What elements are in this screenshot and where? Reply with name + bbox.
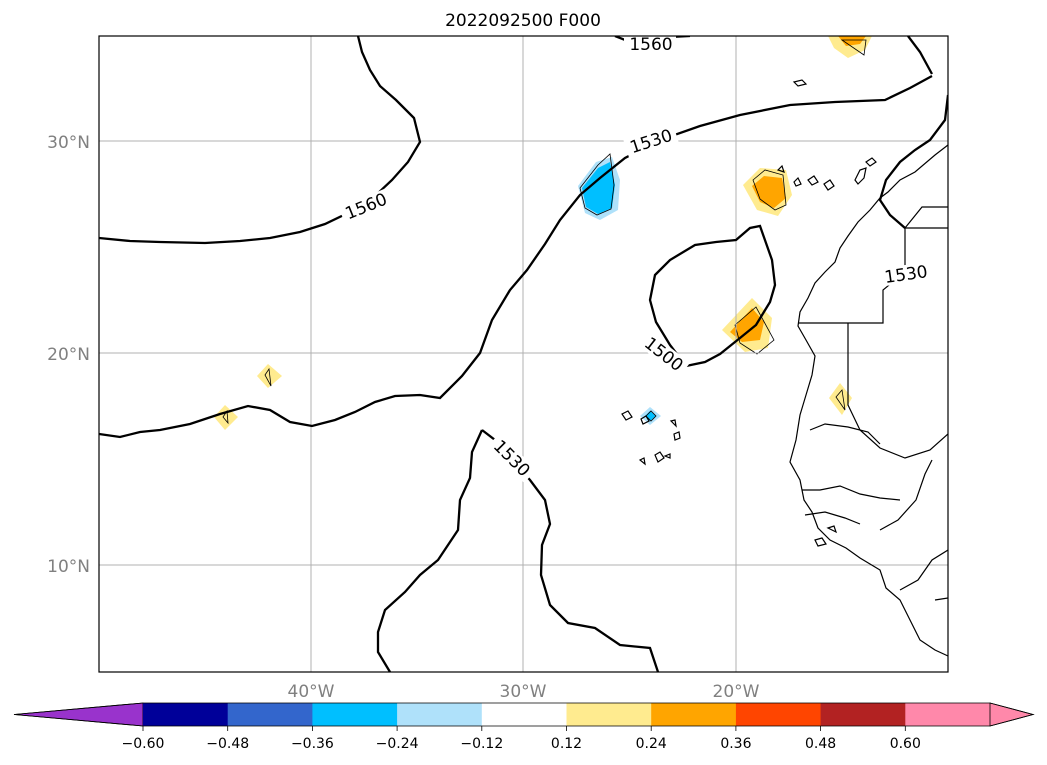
- colorbar-tick-label: −0.60: [122, 736, 165, 752]
- colorbar-tick-label: −0.24: [376, 736, 419, 752]
- colorbar-tick-label: 0.60: [890, 736, 921, 752]
- colorbar-tick-label: −0.36: [291, 736, 334, 752]
- colorbar-extend-high: [989, 702, 1035, 727]
- colorbar-segment: [312, 703, 398, 726]
- map-frame: [98, 35, 949, 673]
- colorbar-segment: [735, 703, 822, 726]
- lat-label-20n: 20°N: [47, 345, 90, 365]
- colorbar-segment: [820, 703, 906, 726]
- colorbar-segment: [397, 703, 483, 726]
- colorbar-segment: [566, 703, 652, 726]
- lat-label-10n: 10°N: [47, 557, 90, 577]
- colorbar-segment: [651, 703, 737, 726]
- lon-label-30w: 30°W: [500, 682, 547, 702]
- colorbar-extend-low: [13, 702, 144, 727]
- svg-text:1560: 1560: [629, 35, 672, 55]
- colorbar-segment: [481, 703, 567, 726]
- graticule: [99, 36, 948, 672]
- colorbar-tick-label: −0.12: [460, 736, 503, 752]
- map-title: 2022092500 F000: [445, 11, 601, 31]
- lat-label-30n: 30°N: [47, 133, 90, 153]
- colorbar-tick-label: 0.24: [636, 736, 667, 752]
- shade-blue: [582, 162, 615, 214]
- colorbar-segment: [143, 703, 229, 726]
- colorbar: −0.60 −0.48 −0.36 −0.24 −0.12 0.12 0.24 0.36 0.4…: [13, 702, 1035, 752]
- colorbar-tick-label: 0.48: [805, 736, 836, 752]
- coastlines: [621, 79, 948, 657]
- lon-label-20w: 20°W: [713, 682, 760, 702]
- contour-labels: 1560 1530 1560 1530 1500 1530: [338, 35, 933, 483]
- lon-label-40w: 40°W: [288, 682, 335, 702]
- shade-orange: [752, 176, 786, 208]
- colorbar-tick-label: −0.48: [206, 736, 249, 752]
- colorbar-tick-label: 0.12: [551, 736, 582, 752]
- colorbar-segment: [227, 703, 313, 726]
- anomaly-shading: [214, 36, 872, 430]
- colorbar-tick-label: 0.36: [720, 736, 751, 752]
- colorbar-segment: [905, 703, 991, 726]
